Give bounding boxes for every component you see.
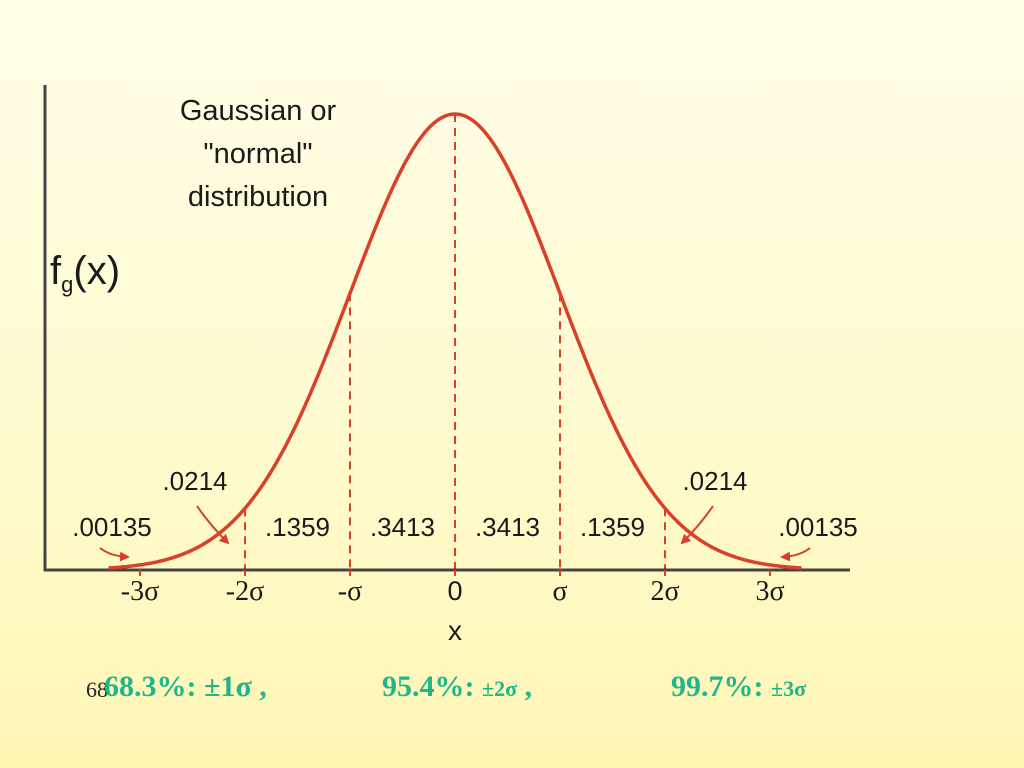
- footer-stats: 68 68.3%: ±1σ , 95.4%: ±2σ , 99.7%: ±3σ: [0, 668, 1024, 718]
- stat-2sigma-percent: 95.4%:: [382, 670, 475, 703]
- region-label: .00135: [72, 512, 152, 542]
- arrow-right-outer: [780, 547, 811, 562]
- arrow-left-inner: [196, 505, 230, 545]
- x-tick-label: 3σ: [755, 576, 784, 607]
- x-tick-label: 0: [447, 576, 462, 606]
- region-label: .00135: [778, 512, 858, 542]
- region-label: .0214: [162, 466, 227, 496]
- region-label: .3413: [475, 512, 540, 542]
- x-tick-label: σ: [552, 576, 567, 607]
- region-label: .1359: [265, 512, 330, 542]
- y-axis-label-f: f: [50, 249, 62, 293]
- x-tick-label: -3σ: [121, 576, 159, 607]
- stat-1sigma-percent: 68.3%:: [104, 670, 197, 703]
- region-probability-labels: .00135 .0214 .1359 .3413 .3413 .1359 .0214 .001…: [72, 466, 858, 542]
- chart-text: Gaussian or "normal" distribution fg(x) …: [50, 95, 462, 646]
- region-label: .1359: [580, 512, 645, 542]
- region-label: .3413: [370, 512, 435, 542]
- chart-title-line-3: distribution: [188, 181, 328, 213]
- gaussian-curve: [108, 112, 802, 570]
- region-label: .0214: [682, 466, 747, 496]
- chart-title-line-1: Gaussian or: [180, 95, 337, 127]
- y-axis-label-tail: (x): [73, 249, 120, 293]
- tail-arrows: [99, 505, 811, 562]
- stat-3sigma: 99.7%: ±3σ: [671, 670, 806, 704]
- curve-layer: [108, 112, 802, 570]
- x-axis-label: x: [448, 615, 462, 646]
- sigma-dashed-lines: [244, 114, 666, 570]
- stat-1sigma: 68.3%: ±1σ ,: [104, 670, 267, 704]
- chart-title-line-2: "normal": [203, 138, 312, 170]
- stat-2sigma: 95.4%: ±2σ ,: [382, 670, 532, 704]
- page-number: 68: [86, 677, 108, 702]
- stat-3sigma-percent: 99.7%:: [671, 670, 764, 703]
- arrow-left-outer: [99, 547, 130, 562]
- chart-axes: [43, 85, 850, 576]
- x-tick-label: 2σ: [650, 576, 679, 607]
- stat-1sigma-range: ±1σ: [204, 670, 252, 703]
- gaussian-chart: Gaussian or "normal" distribution fg(x) …: [43, 85, 858, 646]
- x-tick-labels: -3σ -2σ -σ 0 σ 2σ 3σ: [121, 576, 785, 607]
- y-axis-label: fg(x): [50, 249, 120, 297]
- stat-2sigma-range: ±2σ: [482, 676, 518, 701]
- y-axis-label-subscript: g: [61, 272, 73, 297]
- arrow-right-inner: [680, 505, 714, 545]
- x-tick-label: -2σ: [226, 576, 264, 607]
- stat-3sigma-range: ±3σ: [771, 676, 807, 701]
- x-tick-label: -σ: [338, 576, 362, 607]
- stat-2sigma-sep: ,: [517, 670, 533, 703]
- stat-1sigma-sep: ,: [251, 670, 267, 703]
